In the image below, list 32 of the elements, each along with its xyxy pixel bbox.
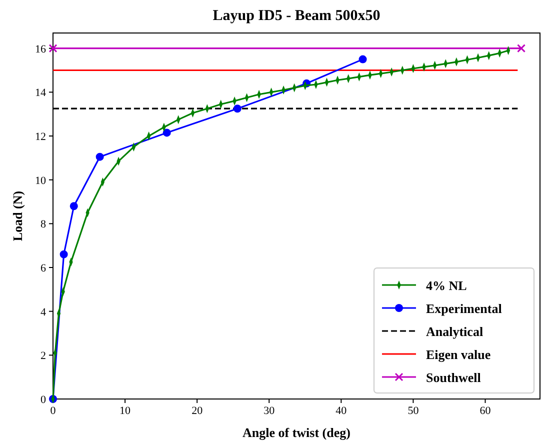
y-tick-label: 16 <box>35 43 46 56</box>
x-tick-label: 40 <box>336 405 348 417</box>
chart-title: Layup ID5 - Beam 500x50 <box>212 8 380 24</box>
point <box>358 55 367 64</box>
x-tick-label: 60 <box>480 405 492 417</box>
point <box>162 128 171 137</box>
point <box>48 44 58 53</box>
y-tick-label: 12 <box>35 131 46 144</box>
legend-label: Analytical <box>426 324 484 339</box>
legend-label: Experimental <box>426 301 502 316</box>
y-axis-title: Load (N) <box>10 190 25 242</box>
y-tick-label: 0 <box>40 394 46 406</box>
y-tick-label: 8 <box>40 218 46 231</box>
point <box>70 202 78 210</box>
y-tick-label: 14 <box>35 87 46 100</box>
x-tick-label: 50 <box>408 405 420 417</box>
legend-label: Southwell <box>426 370 482 385</box>
x-tick-label: 0 <box>50 405 56 417</box>
x-axis-title: Angle of twist (deg) <box>242 425 350 440</box>
y-tick-label: 4 <box>40 306 46 318</box>
x-tick-label: 30 <box>264 405 276 417</box>
point <box>60 250 68 258</box>
legend-label: Eigen value <box>426 347 491 362</box>
point <box>517 44 526 53</box>
point <box>96 152 104 161</box>
y-tick-label: 2 <box>40 350 46 362</box>
y-tick-label: 10 <box>35 174 46 187</box>
x-tick-label: 20 <box>192 405 204 417</box>
x-tick-label: 10 <box>120 405 132 417</box>
point <box>233 104 242 113</box>
legend-label: 4% NL <box>426 278 468 293</box>
y-tick-label: 6 <box>40 262 46 275</box>
